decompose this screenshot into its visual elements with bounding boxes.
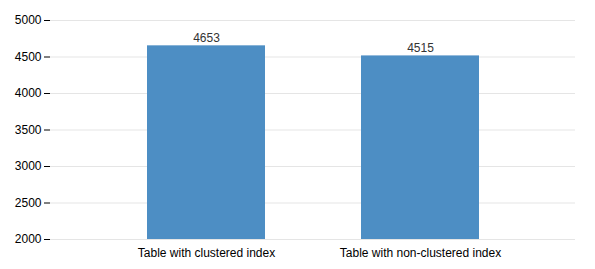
- svg-text:3500: 3500: [15, 123, 42, 137]
- svg-text:Table with clustered index: Table with clustered index: [138, 246, 275, 260]
- svg-text:2500: 2500: [15, 196, 42, 210]
- svg-text:4000: 4000: [15, 86, 42, 100]
- svg-text:2000: 2000: [15, 232, 42, 246]
- svg-text:3000: 3000: [15, 159, 42, 173]
- svg-text:4515: 4515: [407, 41, 434, 55]
- svg-text:Table with non-clustered index: Table with non-clustered index: [340, 246, 501, 260]
- svg-text:5000: 5000: [15, 13, 42, 27]
- svg-text:4500: 4500: [15, 50, 42, 64]
- svg-text:4653: 4653: [193, 31, 220, 45]
